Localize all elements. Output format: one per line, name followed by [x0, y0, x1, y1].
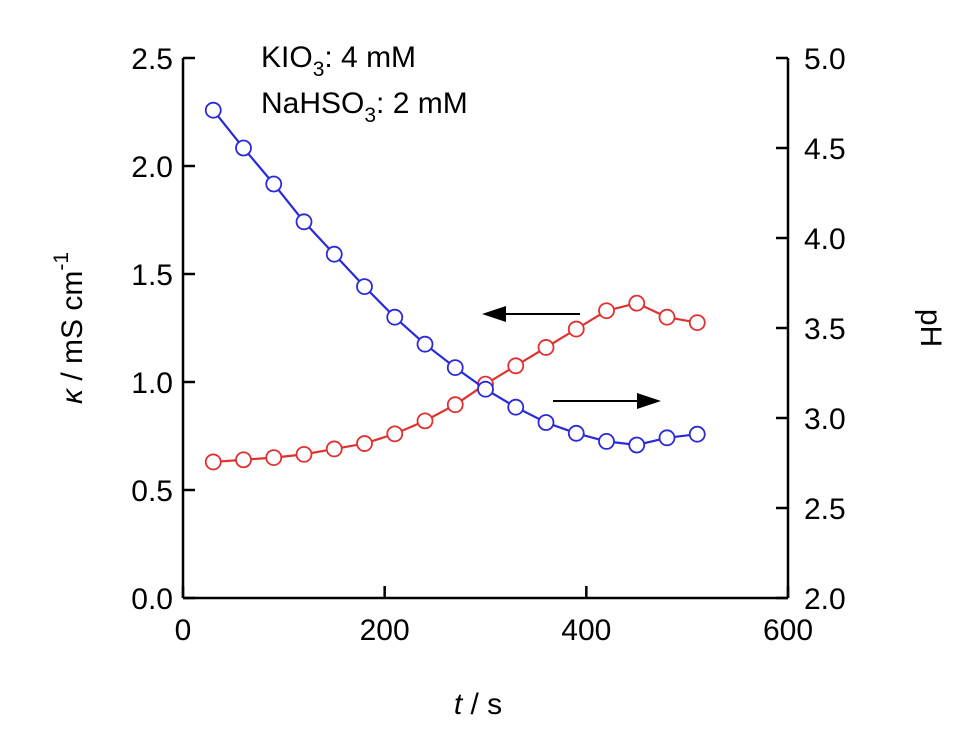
series-0-point [325, 440, 343, 458]
series-0-group [204, 294, 706, 471]
series-1-point [356, 278, 373, 296]
y-right-tick-label: 2.0 [804, 583, 846, 616]
series-0-point [567, 320, 585, 338]
series-1-point [265, 175, 283, 193]
arrow-right-head [637, 393, 661, 409]
series-0-point [386, 425, 404, 443]
annotation-nahso3: NaHSO3: 2 mM [261, 87, 468, 127]
series-0-point [537, 339, 555, 356]
arrow-left-head [482, 306, 506, 322]
y-right-tick-label: 4.0 [804, 223, 846, 256]
y-right-axis-label: pH [914, 309, 947, 347]
x-tick-label: 200 [360, 614, 410, 647]
y-left-tick-label: 0.5 [131, 475, 173, 508]
series-1-point [507, 398, 525, 416]
series-1-point [567, 424, 585, 442]
y-right-tick-label: 3.5 [804, 313, 846, 346]
series-group [204, 101, 706, 471]
x-axis-label: t / s [454, 688, 502, 721]
x-tick-label: 400 [561, 614, 611, 647]
series-1-point [446, 359, 464, 377]
series-1-point [477, 380, 494, 398]
series-0-point [235, 451, 252, 469]
y-left-tick-label: 0.0 [131, 583, 173, 616]
series-0-line [213, 301, 698, 464]
y-left-tick-label: 1.5 [131, 259, 173, 292]
series-0-point [507, 357, 525, 375]
series-0-point [356, 435, 373, 452]
series-0-point [446, 396, 464, 414]
y-left-tick-label: 2.5 [131, 43, 173, 76]
series-0-point [416, 412, 434, 430]
series-0-point [265, 449, 283, 467]
arrows-group [482, 306, 661, 409]
x-tick-label: 600 [763, 614, 813, 647]
annotation-group: KIO3: 4 mM NaHSO3: 2 mM [261, 41, 468, 127]
y-right-tick-label: 3.0 [804, 403, 846, 436]
series-0-point [204, 453, 222, 471]
y-left-axis-label: κ / mS cm-1 [50, 252, 89, 404]
series-0-point [628, 294, 646, 312]
series-0-point [688, 314, 706, 332]
series-1-point [295, 213, 313, 231]
series-1-point [325, 245, 343, 263]
series-1-point [386, 308, 404, 326]
series-1-point [628, 436, 646, 454]
series-0-point [658, 308, 676, 326]
series-1-point [204, 101, 222, 119]
series-1-point [658, 429, 676, 447]
ticks-group: 0 200 400 600 0.0 0.5 1.0 1.5 2.0 2.5 2.0 2.5 3.0 3.5… [131, 43, 845, 647]
series-0-point [598, 302, 615, 320]
series-0-point [295, 445, 313, 463]
annotation-kio3: KIO3: 4 mM [261, 41, 416, 81]
series-1-point [688, 425, 706, 443]
series-1-line [212, 109, 698, 447]
series-1-point [416, 335, 434, 353]
y-right-tick-label: 2.5 [804, 493, 846, 526]
y-left-tick-label: 2.0 [131, 151, 173, 184]
y-left-tick-label: 1.0 [131, 367, 173, 400]
series-1-point [235, 139, 252, 157]
series-1-point [537, 414, 555, 431]
y-right-tick-label: 4.5 [804, 133, 846, 166]
x-tick-label: 0 [175, 614, 192, 647]
series-1-point [598, 432, 615, 450]
y-right-tick-label: 5.0 [804, 43, 846, 76]
series-1-group [204, 101, 706, 454]
